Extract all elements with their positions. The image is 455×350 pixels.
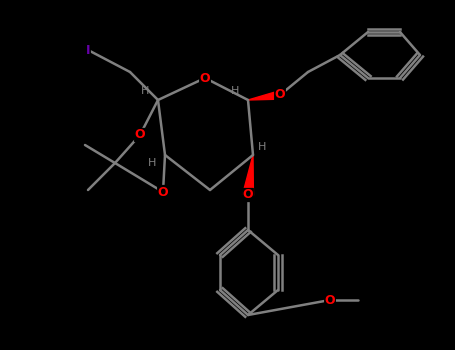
Text: H: H — [147, 159, 156, 168]
Text: H: H — [231, 86, 239, 97]
Text: O: O — [135, 128, 145, 141]
Text: O: O — [325, 294, 335, 307]
Text: O: O — [200, 71, 210, 84]
Text: H: H — [258, 141, 266, 152]
Polygon shape — [243, 155, 253, 195]
Text: H: H — [141, 86, 149, 97]
Text: I: I — [86, 43, 90, 56]
Polygon shape — [248, 91, 281, 100]
Text: O: O — [158, 186, 168, 198]
Text: O: O — [275, 89, 285, 101]
Text: O: O — [243, 189, 253, 202]
